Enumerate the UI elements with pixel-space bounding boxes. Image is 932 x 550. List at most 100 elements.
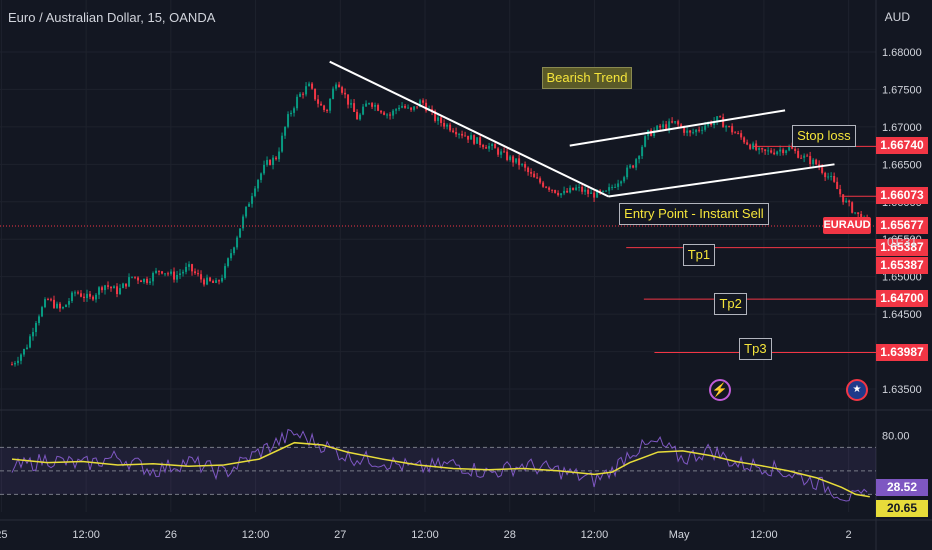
candle-body	[545, 186, 548, 188]
candle-body	[11, 364, 13, 366]
candle-body	[416, 106, 419, 108]
candle-body	[194, 271, 197, 274]
candle-body	[581, 186, 584, 192]
candle-body	[794, 148, 797, 151]
candle-body	[104, 285, 107, 291]
candle-body	[782, 149, 785, 154]
candle-body	[146, 278, 149, 283]
entry-point-label[interactable]: Entry Point - Instant Sell	[619, 202, 769, 225]
extra-price-tag: 1.65387	[876, 256, 928, 274]
candle-body	[242, 216, 245, 229]
candle-body	[566, 190, 569, 193]
candle-body	[560, 193, 563, 196]
candle-body	[182, 271, 185, 274]
candle-body	[788, 146, 791, 151]
candle-body	[350, 103, 353, 105]
candle-body	[542, 182, 545, 187]
candle-body	[554, 189, 557, 193]
tp1-label[interactable]: Tp1	[682, 243, 716, 266]
candle-body	[638, 156, 641, 160]
candle-body	[629, 165, 632, 168]
candle-body	[317, 99, 320, 104]
candle-body	[770, 150, 773, 153]
candle-body	[353, 103, 356, 112]
candle-body	[779, 149, 782, 152]
candle-body	[575, 187, 578, 191]
candle-body	[512, 156, 515, 163]
rsi-value-tag: 28.52	[876, 479, 928, 496]
candle-body	[221, 277, 224, 282]
candle-body	[236, 237, 239, 248]
candle-body	[497, 148, 500, 155]
candle-body	[86, 293, 89, 299]
candle-body	[737, 133, 740, 135]
candle-body	[719, 116, 722, 118]
candle-body	[839, 189, 842, 195]
candle-body	[287, 114, 290, 127]
candle-body	[164, 273, 167, 275]
australia-flag-icon[interactable]: ★	[846, 379, 868, 401]
candle-body	[143, 278, 146, 283]
stop-loss-label[interactable]: Stop loss	[792, 124, 856, 147]
candle-body	[200, 274, 203, 280]
trendline	[569, 109, 786, 147]
candle-body	[752, 143, 755, 149]
candle-body	[740, 133, 743, 138]
candle-body	[227, 258, 230, 267]
candle-body	[803, 155, 806, 158]
candle-body	[14, 362, 17, 365]
candle-body	[218, 280, 221, 282]
candle-body	[569, 187, 572, 193]
candle-body	[269, 160, 272, 165]
candle-body	[521, 164, 524, 166]
candle-body	[671, 121, 674, 123]
candle-body	[56, 303, 59, 308]
candle-body	[119, 288, 122, 295]
candle-body	[809, 156, 812, 165]
candle-body	[149, 281, 152, 283]
candle-body	[551, 189, 554, 191]
candle-body	[167, 273, 170, 275]
candle-body	[677, 121, 680, 125]
candle-body	[515, 158, 518, 163]
time-tick-label: 12:00	[411, 529, 439, 541]
candle-body	[59, 303, 62, 309]
candle-body	[815, 159, 818, 165]
candle-body	[707, 122, 710, 126]
candle-body	[536, 177, 539, 179]
candle-body	[155, 270, 158, 273]
time-tick-label: 28	[504, 529, 516, 541]
price-tick-label: 1.67000	[882, 122, 922, 134]
candle-body	[530, 172, 533, 174]
candle-body	[203, 279, 206, 285]
candle-body	[347, 94, 350, 105]
candle-body	[50, 299, 53, 301]
candle-body	[836, 181, 839, 190]
candle-body	[614, 186, 617, 188]
candle-body	[680, 124, 683, 127]
time-tick-label: 26	[165, 529, 177, 541]
candle-body	[548, 187, 551, 190]
candle-body	[329, 98, 332, 111]
candle-body	[449, 124, 452, 131]
candle-body	[323, 105, 326, 110]
candle-body	[713, 121, 716, 125]
lightning-icon[interactable]: ⚡	[709, 379, 731, 401]
tp2-label[interactable]: Tp2	[714, 292, 747, 315]
candle-body	[383, 112, 386, 115]
candle-body	[413, 106, 416, 110]
candle-body	[296, 96, 299, 109]
candle-body	[395, 109, 398, 111]
candle-body	[185, 266, 188, 272]
price-tick-label: 1.63500	[882, 384, 922, 396]
candle-body	[800, 157, 803, 159]
tp3-label[interactable]: Tp3	[739, 338, 772, 361]
candle-body	[341, 87, 344, 93]
candle-body	[632, 165, 635, 168]
candle-body	[464, 135, 467, 137]
entry-price-tag: 1.66073	[876, 187, 928, 205]
candle-body	[662, 124, 665, 128]
bearish-trend-label[interactable]: Bearish Trend	[541, 67, 633, 90]
candle-body	[605, 190, 608, 192]
